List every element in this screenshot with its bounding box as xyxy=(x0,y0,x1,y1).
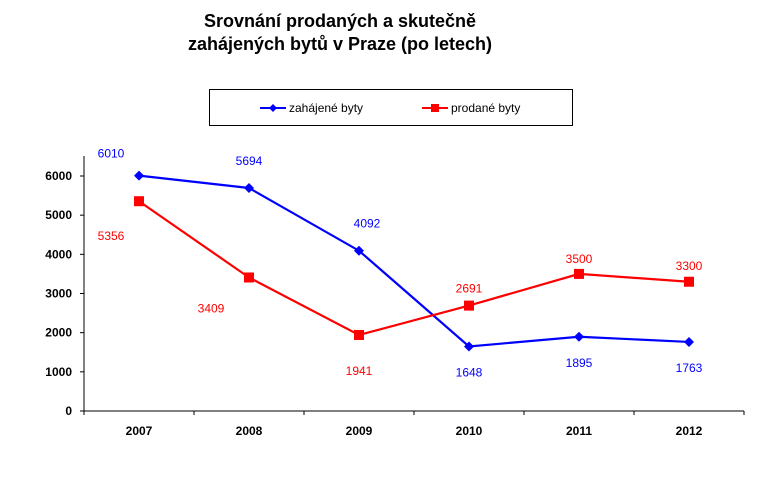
chart-title-line-1: Srovnání prodaných a skutečně xyxy=(203,11,477,31)
chart-title: Srovnání prodaných a skutečně zahájených… xyxy=(0,10,680,56)
y-tick-label: 6000 xyxy=(45,169,72,183)
data-label: 1763 xyxy=(676,361,703,375)
y-tick-label: 1000 xyxy=(45,365,72,379)
data-point-marker xyxy=(354,329,364,340)
x-tick-label: 2012 xyxy=(676,424,703,438)
chart-legend: zahájené byty prodané byty xyxy=(209,89,573,126)
data-label: 1895 xyxy=(566,356,593,370)
data-point-marker xyxy=(244,182,254,193)
legend-label: prodané byty xyxy=(451,101,521,115)
data-point-marker xyxy=(354,245,364,256)
x-tick-label: 2011 xyxy=(566,424,592,438)
y-tick-label: 3000 xyxy=(45,287,72,301)
data-point-marker xyxy=(464,300,474,311)
x-tick-label: 2007 xyxy=(126,424,153,438)
x-tick-label: 2009 xyxy=(346,424,373,438)
data-label: 2691 xyxy=(456,282,483,296)
data-label: 5356 xyxy=(98,229,125,243)
data-point-marker xyxy=(684,276,694,287)
data-label: 6010 xyxy=(98,147,125,161)
data-label: 3409 xyxy=(198,301,225,315)
blue-diamond-line-icon xyxy=(260,104,286,112)
chart-title-line-2: zahájených bytů v Praze (po letech) xyxy=(187,34,493,54)
legend-item-zahajene: zahájené byty xyxy=(260,101,363,115)
y-tick-label: 4000 xyxy=(45,247,72,261)
data-label: 1648 xyxy=(456,365,483,379)
y-tick-label: 5000 xyxy=(45,208,72,222)
data-label: 4092 xyxy=(354,217,381,231)
data-label: 3300 xyxy=(676,259,703,273)
data-point-marker xyxy=(464,341,474,352)
legend-label: zahájené byty xyxy=(289,101,364,115)
y-tick-label: 2000 xyxy=(45,326,72,340)
series-line-zahajene xyxy=(138,174,690,348)
data-label: 3500 xyxy=(566,252,593,266)
data-point-marker xyxy=(134,196,144,207)
data-point-marker xyxy=(574,268,584,279)
y-tick-label: 0 xyxy=(65,404,72,418)
legend-item-prodane: prodané byty xyxy=(422,101,520,115)
red-square-line-icon xyxy=(422,104,448,112)
x-tick-label: 2008 xyxy=(236,424,263,438)
data-point-marker xyxy=(134,170,144,181)
data-label: 1941 xyxy=(346,364,373,378)
series-line-prodane xyxy=(138,200,690,337)
data-label: 5694 xyxy=(236,154,263,168)
data-point-marker xyxy=(244,272,254,283)
x-tick-label: 2010 xyxy=(456,424,483,438)
data-point-marker xyxy=(684,336,694,347)
data-point-marker xyxy=(574,331,584,342)
